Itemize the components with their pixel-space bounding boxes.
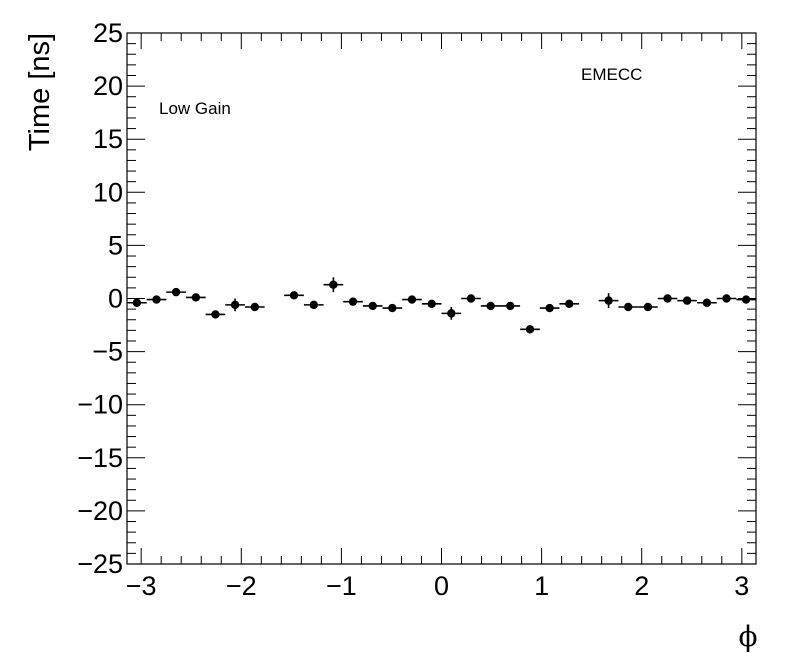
data-points xyxy=(127,277,756,334)
marker xyxy=(171,287,181,297)
marker xyxy=(348,297,358,306)
axis-ticks xyxy=(127,32,756,565)
y-tick-label: 5 xyxy=(108,230,123,260)
y-tick-label: 10 xyxy=(93,177,123,207)
data-point xyxy=(186,293,206,302)
y-tick-label: −15 xyxy=(77,443,123,473)
data-point xyxy=(736,295,756,304)
y-tick-label: 25 xyxy=(93,18,123,48)
marker xyxy=(525,325,535,334)
marker xyxy=(663,294,672,303)
x-tick-label: −1 xyxy=(326,571,357,601)
y-tick-label: 20 xyxy=(93,71,123,101)
data-point xyxy=(500,301,521,311)
marker xyxy=(309,300,318,310)
marker xyxy=(250,302,259,312)
marker xyxy=(722,294,731,303)
data-point xyxy=(461,294,481,303)
data-point xyxy=(441,306,462,320)
data-point xyxy=(127,298,147,307)
data-point xyxy=(657,294,678,303)
marker xyxy=(211,310,220,319)
data-point xyxy=(244,302,265,312)
emecc-label: EMECC xyxy=(581,65,642,84)
data-point xyxy=(697,298,717,307)
x-axis-title: ϕ xyxy=(738,620,757,653)
data-point xyxy=(638,302,658,312)
marker xyxy=(132,298,142,307)
marker xyxy=(368,301,377,311)
marker xyxy=(624,302,633,312)
x-tick-label: −3 xyxy=(126,571,157,601)
x-tick-label: 2 xyxy=(634,571,649,601)
y-axis-title: Time [ns] xyxy=(24,33,56,151)
marker xyxy=(545,303,554,313)
data-point xyxy=(480,301,501,311)
y-tick-label: −10 xyxy=(77,390,123,420)
marker xyxy=(466,294,476,303)
marker xyxy=(152,295,161,304)
data-point xyxy=(539,303,560,313)
data-point xyxy=(520,325,540,334)
data-point xyxy=(362,301,383,311)
marker xyxy=(604,296,613,305)
x-tick-label: 1 xyxy=(534,571,549,601)
data-point xyxy=(402,295,422,304)
data-point xyxy=(677,296,697,305)
y-tick-label: −25 xyxy=(77,549,123,579)
data-point xyxy=(618,302,639,312)
data-point xyxy=(205,310,226,319)
data-point xyxy=(323,277,344,293)
data-point xyxy=(382,303,403,313)
data-point xyxy=(225,298,245,312)
marker xyxy=(565,299,574,309)
data-point xyxy=(166,287,186,297)
x-tick-label: −2 xyxy=(226,571,257,601)
y-tick-label: 0 xyxy=(108,284,123,314)
marker xyxy=(289,291,299,300)
marker xyxy=(643,302,653,312)
marker xyxy=(427,299,436,309)
x-tick-label: 0 xyxy=(434,571,449,601)
marker xyxy=(506,301,515,311)
data-point xyxy=(716,294,737,303)
y-tick-label: −5 xyxy=(92,337,123,367)
data-point xyxy=(559,299,580,309)
data-point xyxy=(598,293,619,309)
marker xyxy=(329,280,338,289)
marker xyxy=(702,298,712,307)
y-tick-label: −20 xyxy=(77,496,123,526)
y-tick-label: 15 xyxy=(93,124,123,154)
data-point xyxy=(303,300,324,310)
data-point xyxy=(343,297,363,306)
marker xyxy=(388,303,397,313)
marker xyxy=(682,296,692,305)
data-point xyxy=(146,295,167,304)
low-gain-label: Low Gain xyxy=(159,99,231,118)
marker xyxy=(230,300,240,310)
marker xyxy=(191,293,201,302)
data-point xyxy=(421,299,442,309)
marker xyxy=(741,295,751,304)
marker xyxy=(407,295,417,304)
data-point xyxy=(284,291,304,300)
x-tick-label: 3 xyxy=(734,571,749,601)
marker xyxy=(486,301,495,311)
marker xyxy=(447,309,456,318)
